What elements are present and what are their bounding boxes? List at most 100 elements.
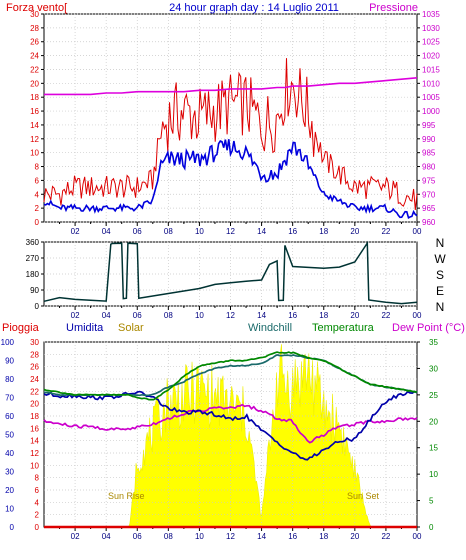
wind-ytick-label: 16 [30,107,39,116]
wind-xtick-label: 10 [195,227,204,236]
direction-xtick-label: 22 [381,311,390,320]
wind-ytick-label: 20 [30,79,39,88]
wind-xtick-label: 22 [381,227,390,236]
direction-xtick-label: 10 [195,311,204,320]
wind-header-label: Forza vento[ [6,2,67,14]
rain-ytick-label: 18 [30,412,39,421]
wind-xtick-label: 00 [413,227,422,236]
sunrise-label: Sun Rise [108,491,145,501]
direction-ytick-label: 180 [26,270,40,279]
graph-title: 24 hour graph day : 14 Luglio 2011 [169,2,339,14]
pressure-ytick-label: 1010 [422,79,440,88]
direction-xtick-label: 18 [319,311,328,320]
humidity-line [43,390,418,461]
wind-xtick-label: 02 [71,227,80,236]
direction-xtick-label: 06 [133,311,142,320]
pressure-ytick-label: 1030 [422,24,440,33]
weather-xtick-label: 14 [257,532,266,541]
temperature-label: Temperatura [312,322,375,334]
rain-ytick-label: 30 [30,338,39,347]
rain-ytick-label: 26 [30,363,39,372]
direction-xtick-label: 02 [71,311,80,320]
temperature-ytick-label: 10 [429,470,438,479]
weather-xtick-label: 16 [288,532,297,541]
weather-xtick-label: 18 [319,532,328,541]
rain-ytick-label: 22 [30,387,39,396]
direction-compass-label: S [436,268,444,282]
sunset-label: Sun Set [347,491,380,501]
direction-ytick-label: 270 [26,254,40,263]
direction-xtick-label: 04 [102,311,111,320]
direction-compass-label: E [436,284,444,298]
weather-xtick-label: 08 [164,532,173,541]
temperature-ytick-label: 5 [429,497,434,506]
rain-ytick-label: 4 [35,498,40,507]
direction-ytick-label: 360 [26,238,40,247]
pressure-ytick-label: 980 [422,163,436,172]
direction-xtick-label: 00 [413,311,422,320]
weather-xtick-label: 00 [413,532,422,541]
wind-xtick-label: 14 [257,227,266,236]
solar-label: Solar [118,322,144,334]
humidity-ytick-label: 90 [5,357,14,366]
temperature-ytick-label: 30 [429,364,438,373]
pressure-ytick-label: 985 [422,149,436,158]
rain-ytick-label: 0 [35,523,40,532]
rain-ytick-label: 6 [35,486,40,495]
pressure-ytick-label: 1035 [422,10,440,19]
humidity-label: Umidita [66,322,104,334]
temperature-ytick-label: 20 [429,417,438,426]
weather-xtick-label: 20 [350,532,359,541]
wind-ytick-label: 2 [35,204,40,213]
humidity-ytick-label: 60 [5,412,14,421]
pressure-ytick-label: 975 [422,176,436,185]
wind-xtick-label: 16 [288,227,297,236]
wind-avg-line [43,139,418,219]
pressure-header-label: Pressione [369,2,418,14]
pressure-ytick-label: 965 [422,204,436,213]
weather-xtick-label: 02 [71,532,80,541]
rain-ytick-label: 8 [35,474,40,483]
wind-ytick-label: 24 [30,52,39,61]
wind-ytick-label: 6 [35,176,40,185]
wind-ytick-label: 4 [35,190,40,199]
weather-xtick-label: 04 [102,532,111,541]
pressure-ytick-label: 970 [422,190,436,199]
wind-xtick-label: 12 [226,227,235,236]
pressure-ytick-label: 1005 [422,93,440,102]
weather-xtick-label: 22 [381,532,390,541]
temperature-line [43,351,418,401]
direction-xtick-label: 14 [257,311,266,320]
humidity-ytick-label: 100 [1,338,15,347]
direction-xtick-label: 08 [164,311,173,320]
humidity-ytick-label: 80 [5,375,14,384]
temperature-ytick-label: 15 [429,444,438,453]
direction-xtick-label: 20 [350,311,359,320]
windchill-label: Windchill [248,322,292,334]
temperature-ytick-label: 35 [429,338,438,347]
wind-xtick-label: 08 [164,227,173,236]
weather-xtick-label: 12 [226,532,235,541]
pressure-line [44,77,418,96]
wind-xtick-label: 04 [102,227,111,236]
wind-ytick-label: 8 [35,163,40,172]
pressure-ytick-label: 990 [422,135,436,144]
humidity-ytick-label: 20 [5,486,14,495]
temperature-ytick-label: 0 [429,523,434,532]
dewpoint-label: Dew Point (°C) [392,322,465,334]
rain-ytick-label: 20 [30,400,39,409]
wind-xtick-label: 18 [319,227,328,236]
wind-plot-area [43,13,418,223]
humidity-ytick-label: 0 [10,523,15,532]
pressure-ytick-label: 1025 [422,38,440,47]
wind-ytick-label: 22 [30,65,39,74]
wind-ytick-label: 30 [30,10,39,19]
rain-ytick-label: 10 [30,461,39,470]
pressure-ytick-label: 995 [422,121,436,130]
humidity-ytick-label: 70 [5,394,14,403]
direction-compass-label: N [436,236,445,250]
wind-ytick-label: 12 [30,135,39,144]
wind-ytick-label: 28 [30,24,39,33]
rain-label: Pioggia [2,322,40,334]
pressure-ytick-label: 1020 [422,52,440,61]
